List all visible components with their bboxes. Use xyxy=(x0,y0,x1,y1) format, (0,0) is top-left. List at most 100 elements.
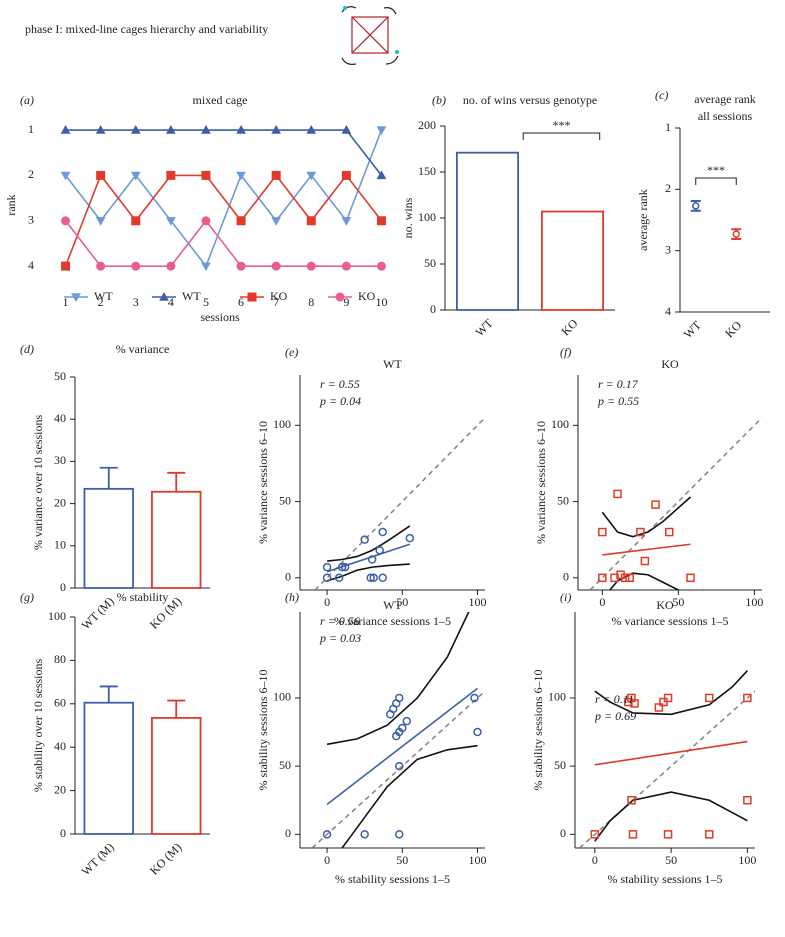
x-axis-label: sessions xyxy=(200,310,240,324)
chart-title: average rank xyxy=(694,92,756,106)
x-tick-label: 8 xyxy=(308,295,314,309)
bar xyxy=(83,701,134,835)
marker xyxy=(236,261,246,271)
x-tick-label: WT (M) xyxy=(79,594,117,632)
y-tick-label: 20 xyxy=(54,495,66,509)
plot-area xyxy=(311,612,485,848)
series-line xyxy=(65,129,383,176)
marker xyxy=(60,171,71,181)
x-tick-label: KO xyxy=(558,316,580,338)
significance-bracket xyxy=(522,132,601,140)
bar xyxy=(455,151,519,311)
chart-title: mixed cage xyxy=(193,93,248,107)
plot-area xyxy=(589,417,762,590)
panel-label: (c) xyxy=(655,88,668,102)
point xyxy=(628,830,638,839)
marker xyxy=(306,124,317,134)
x-tick-label: 100 xyxy=(745,595,763,609)
marker xyxy=(96,170,106,180)
point xyxy=(598,573,607,583)
marker xyxy=(306,216,316,226)
marker xyxy=(96,261,106,271)
legend-marker xyxy=(71,293,81,303)
marker xyxy=(201,262,211,272)
panel-label: (g) xyxy=(20,590,34,604)
x-axis-label: % stability sessions 1–5 xyxy=(607,872,722,886)
x-tick-label: 100 xyxy=(468,595,486,609)
y-tick-label: 3 xyxy=(28,213,34,227)
bar xyxy=(83,487,134,589)
x-tick-label: WT xyxy=(472,316,496,340)
point xyxy=(395,761,404,771)
x-axis-label: % variance sessions 1–5 xyxy=(612,614,729,628)
y-axis-label: average rank xyxy=(636,189,650,251)
confidence-band xyxy=(608,572,681,590)
x-tick-label: 0 xyxy=(592,853,598,867)
bar xyxy=(541,210,605,311)
marker xyxy=(60,124,71,134)
y-tick-label: 2 xyxy=(28,167,34,181)
point xyxy=(405,533,415,543)
marker xyxy=(341,261,351,271)
x-tick-label: KO (M) xyxy=(147,840,184,877)
point xyxy=(704,830,714,839)
marker xyxy=(376,216,386,226)
y-tick-label: 1 xyxy=(28,122,34,136)
point xyxy=(743,796,752,805)
significance-label: *** xyxy=(707,163,725,177)
identity-line xyxy=(314,417,485,590)
chart-title: all sessions xyxy=(698,109,753,123)
panel-label: (e) xyxy=(285,345,298,359)
legend-marker xyxy=(159,291,169,301)
x-tick-label: 5 xyxy=(203,295,209,309)
y-tick-label: 100 xyxy=(273,690,291,704)
marker xyxy=(306,171,317,181)
series-line xyxy=(64,173,383,267)
point xyxy=(334,573,344,583)
bar xyxy=(151,490,202,589)
point xyxy=(732,230,740,238)
point xyxy=(686,573,695,583)
y-tick-label: 100 xyxy=(548,690,566,704)
legend-label: KO xyxy=(358,289,376,303)
marker xyxy=(166,124,176,134)
y-tick-label: 30 xyxy=(54,453,66,467)
legend-label: WT xyxy=(94,289,113,303)
regression-line xyxy=(326,687,478,805)
stat-annotation: r = 0.56 xyxy=(320,614,360,628)
header-title: phase I: mixed-line cages hierarchy and … xyxy=(25,22,268,36)
marker xyxy=(131,261,141,271)
header-icon xyxy=(341,6,399,65)
x-tick-label: KO xyxy=(722,318,744,340)
panel-label: (f) xyxy=(560,345,571,359)
marker xyxy=(271,261,281,271)
point xyxy=(340,562,350,572)
marker xyxy=(201,170,211,180)
panel-label: (d) xyxy=(20,342,34,356)
stat-annotation: p = 0.55 xyxy=(597,394,639,408)
point xyxy=(378,573,387,583)
marker xyxy=(95,217,106,226)
y-tick-label: 0 xyxy=(285,570,291,584)
point xyxy=(704,693,714,703)
x-tick-label: WT (M) xyxy=(79,840,117,878)
y-tick-label: 100 xyxy=(418,210,436,224)
x-axis-label: % stability sessions 1–5 xyxy=(335,872,450,886)
point xyxy=(369,573,378,583)
chart-title: WT xyxy=(383,357,402,371)
y-axis-label: rank xyxy=(4,194,18,215)
y-tick-label: 4 xyxy=(28,258,34,272)
confidence-band xyxy=(594,791,748,842)
point xyxy=(654,703,664,712)
legend-label: KO xyxy=(270,289,288,303)
marker xyxy=(201,124,211,134)
legend-label: WT xyxy=(182,289,201,303)
confidence-band xyxy=(341,744,478,848)
x-tick-label: WT xyxy=(681,318,705,342)
error-bar xyxy=(167,699,186,718)
x-tick-label: 3 xyxy=(133,295,139,309)
y-axis-label: % stability sessions 6–10 xyxy=(256,669,270,790)
regression-line xyxy=(594,740,748,766)
y-tick-label: 40 xyxy=(54,739,66,753)
